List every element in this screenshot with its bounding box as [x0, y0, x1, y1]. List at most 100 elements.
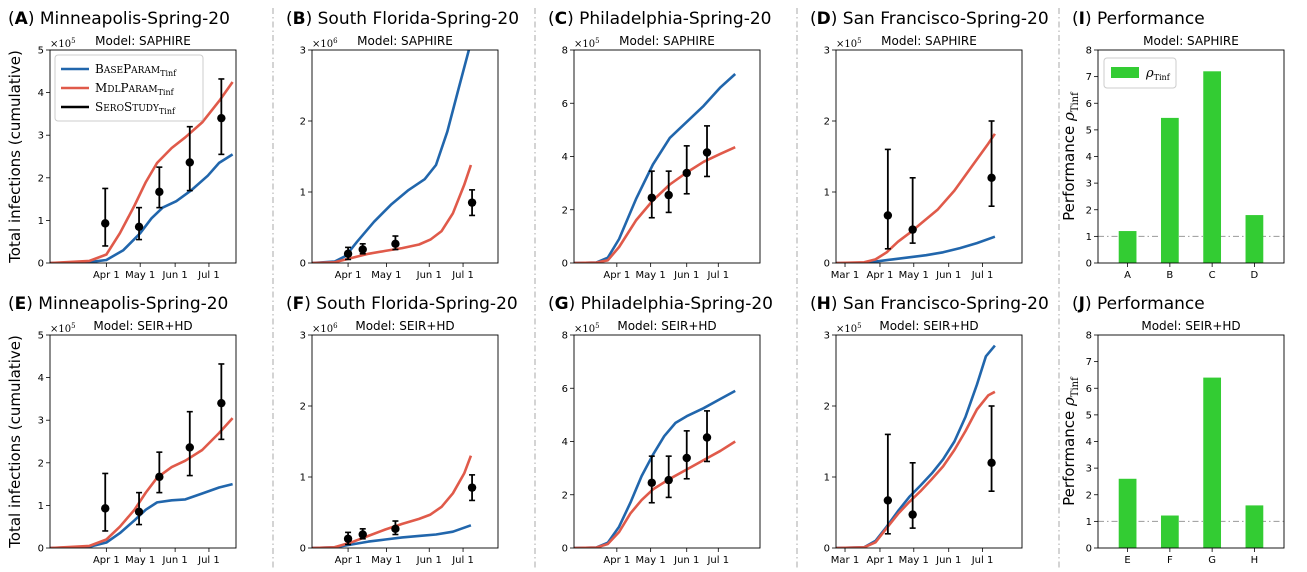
y-tick-label: 0 — [562, 544, 568, 555]
model-label: Model: SEIR+HD — [1141, 319, 1240, 333]
y-tick-label: 3 — [824, 46, 830, 57]
panel-title: (G) Philadelphia-Spring-20 — [548, 294, 773, 314]
model-label: Model: SEIR+HD — [93, 319, 192, 333]
panel-title: (E) Minneapolis-Spring-20 — [8, 294, 228, 314]
sero-point — [908, 510, 917, 519]
y-tick-label: 5 — [1086, 410, 1092, 421]
sero-point — [467, 483, 477, 492]
panel-letter: A — [15, 9, 29, 29]
y-tick-label: 2 — [300, 402, 306, 413]
y-tick-label: 1 — [300, 188, 306, 199]
y-tick-label: 0 — [824, 259, 830, 270]
y-tick-label: 7 — [1086, 72, 1092, 83]
y-tick-label: 3 — [38, 416, 44, 427]
sci-exp: 6 — [333, 322, 338, 330]
panel-letter: B — [293, 9, 306, 29]
panel-letter: C — [555, 9, 567, 29]
sero-point — [358, 245, 367, 254]
sero-point — [664, 190, 673, 200]
y-tick-label: 6 — [562, 384, 568, 395]
y-tick-label: 2 — [38, 458, 44, 469]
y-tick-label: 6 — [1086, 384, 1092, 395]
x-tick-label: Jul 1 — [706, 270, 729, 281]
x-tick-label: Apr 1 — [603, 555, 630, 566]
panel-J: (J) Performance Model: SEIR+HD 0 1 2 3 4 5 6 7 8 E F… — [1060, 294, 1285, 566]
panel-title: (C) Philadelphia-Spring-20 — [548, 9, 772, 29]
sero-point — [217, 113, 226, 123]
sci-exp: 6 — [333, 37, 338, 45]
axes-frame — [49, 334, 237, 549]
legend-box — [1103, 57, 1177, 89]
panel-name: ) Philadelphia-Spring-20 — [569, 294, 773, 314]
model-label: Model: SEIR+HD — [879, 319, 978, 333]
y-tick-label: 0 — [38, 544, 44, 555]
axes-frame — [1097, 334, 1285, 549]
legend: ρTinf — [1103, 57, 1177, 89]
sero-point — [987, 458, 996, 467]
series-mdlparam-line — [836, 390, 996, 548]
panel-name: ) Performance — [1085, 294, 1205, 314]
sero-point — [101, 504, 110, 513]
ylabel-prefix: Performance — [1060, 121, 1078, 221]
sero-point — [702, 148, 712, 157]
y-tick-label: 6 — [1086, 99, 1092, 110]
series-mdlparam-line — [312, 164, 473, 263]
sci-base: ×10 — [50, 324, 71, 335]
smallcaps-initial: B — [95, 62, 104, 76]
legend-subscript: Tinf — [158, 88, 175, 97]
x-tick-label: E — [1124, 555, 1130, 566]
sero-point — [101, 219, 110, 228]
smallcaps-initial: S — [124, 100, 132, 114]
axes-frame — [49, 49, 237, 264]
sero-point — [987, 173, 996, 182]
x-tick-label: F — [1167, 555, 1173, 566]
x-tick-label: Jul 1 — [971, 270, 994, 281]
legend-mdlparam-label: MDLPARAMTinf — [95, 81, 175, 97]
y-tick-label: 2 — [38, 173, 44, 184]
y-tick-label: 8 — [562, 331, 568, 342]
panel-E: (E) Minneapolis-Spring-20 Model: SEIR+HD 0… — [6, 294, 237, 566]
x-tick-label: B — [1166, 270, 1173, 281]
x-tick-label: Jul 1 — [451, 270, 474, 281]
y-tick-label: 1 — [1086, 232, 1092, 243]
sero-point — [134, 507, 144, 516]
sero-point — [391, 239, 400, 249]
axes-frame — [835, 49, 1023, 264]
legend-serostudy-label: SEROSTUDYTinf — [95, 100, 176, 116]
sci-multiplier: ×105 — [574, 322, 600, 335]
sci-base: ×10 — [312, 324, 333, 335]
model-label: Model: SAPHIRE — [881, 34, 977, 48]
title-paren: ( — [810, 294, 817, 314]
x-tick-label: Jun 1 — [416, 555, 442, 566]
y-tick-label: 5 — [38, 46, 44, 57]
panel-I: (I) Performance Model: SAPHIRE 0 1 2 3 4 5 6 7 8 A B… — [1060, 9, 1285, 281]
series-baseparam-line — [50, 153, 234, 263]
x-tick-label: Apr 1 — [335, 555, 362, 566]
axes-frame — [573, 334, 761, 549]
x-tick-label: Apr 1 — [867, 555, 894, 566]
title-paren: ( — [8, 9, 15, 29]
sci-base: ×10 — [574, 324, 595, 335]
y-tick-label: 5 — [38, 331, 44, 342]
y-tick-label: 1 — [38, 216, 44, 227]
series-mdlparam-line — [574, 440, 736, 548]
panel-letter: E — [15, 294, 27, 314]
series-mdlparam-line — [312, 455, 473, 548]
x-tick-label: May 1 — [371, 555, 401, 566]
ylabel-subscript: Tinf — [1070, 376, 1081, 397]
x-tick-label: Apr 1 — [93, 270, 120, 281]
sci-multiplier: ×106 — [312, 322, 338, 335]
legend-subscript: Tinf — [160, 69, 177, 78]
y-axis-label: Total infections (cumulative) — [6, 335, 24, 549]
y-tick-label: 1 — [824, 188, 830, 199]
legend-rho: ρ — [1145, 66, 1154, 81]
sci-multiplier: ×105 — [836, 37, 862, 50]
smallcaps-rest: ASE — [103, 66, 123, 76]
panel-name: ) San Francisco-Spring-20 — [831, 294, 1049, 314]
sci-exp: 5 — [857, 37, 861, 45]
sero-point — [391, 524, 400, 534]
y-tick-label: 6 — [562, 99, 568, 110]
smallcaps-rest: ARAM — [130, 66, 160, 76]
x-tick-label: D — [1251, 270, 1259, 281]
